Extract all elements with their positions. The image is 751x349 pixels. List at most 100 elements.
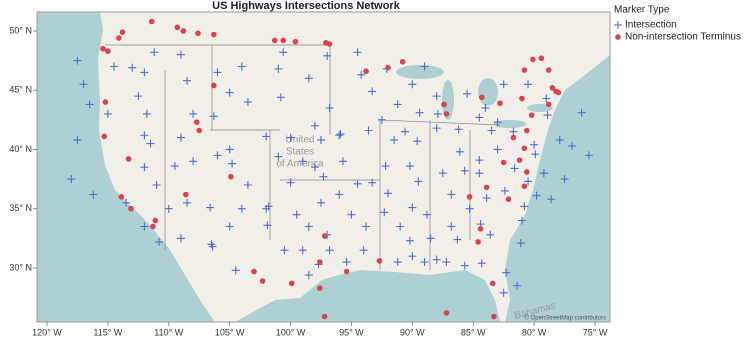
intersection-marker	[225, 222, 234, 231]
intersection-marker	[486, 230, 495, 239]
intersection-marker	[393, 100, 402, 109]
intersection-marker	[560, 175, 569, 184]
x-tick-label: 80° W	[522, 327, 547, 337]
intersection-marker	[368, 87, 377, 96]
intersection-marker	[276, 93, 285, 102]
intersection-marker	[243, 98, 252, 107]
terminus-marker	[316, 285, 323, 291]
intersection-marker	[499, 288, 508, 297]
intersection-marker	[447, 222, 456, 231]
intersection-marker	[532, 191, 541, 200]
intersection-marker	[243, 181, 252, 190]
terminus-marker	[271, 37, 278, 44]
intersection-marker	[170, 162, 179, 171]
intersection-marker	[405, 236, 414, 245]
intersection-marker	[152, 181, 161, 190]
intersection-marker	[109, 62, 118, 71]
intersection-marker	[280, 246, 289, 255]
intersection-marker	[453, 235, 462, 244]
y-tick-label: 45° N	[9, 85, 32, 95]
intersection-marker	[542, 94, 551, 103]
intersection-marker	[577, 108, 586, 117]
intersection-marker	[286, 133, 295, 142]
intersection-marker	[432, 124, 441, 133]
legend-label: Non-intersection Terminus	[625, 32, 741, 43]
intersection-marker	[516, 239, 525, 248]
intersection-marker	[442, 258, 451, 267]
intersection-marker	[359, 246, 368, 255]
intersection-marker	[209, 112, 218, 121]
terminus-marker	[521, 145, 528, 152]
terminus-marker	[125, 156, 132, 162]
intersection-marker	[89, 190, 98, 199]
intersection-marker	[475, 113, 484, 122]
intersection-marker	[475, 156, 484, 165]
intersection-marker	[213, 68, 222, 77]
intersection-marker	[539, 169, 548, 178]
country-label: States	[286, 147, 314, 158]
intersection-marker	[264, 202, 273, 211]
intersection-marker	[414, 177, 423, 186]
intersection-marker	[465, 204, 474, 213]
intersection-marker	[85, 100, 94, 109]
points	[67, 18, 593, 320]
terminus-marker	[376, 258, 383, 264]
terminus-marker	[475, 239, 481, 245]
intersection-marker	[390, 135, 399, 144]
intersection-marker	[584, 151, 593, 160]
x-tick-label: 95° W	[339, 327, 364, 337]
intersection-marker	[547, 195, 556, 204]
intersection-marker	[510, 164, 519, 173]
terminus-marker	[195, 30, 201, 37]
intersection-marker	[393, 258, 402, 267]
intersection-marker	[408, 203, 417, 212]
intersection-marker	[420, 62, 429, 71]
intersection-marker	[150, 48, 159, 57]
intersection-marker	[231, 266, 240, 275]
terminus-marker	[477, 226, 484, 232]
intersection-marker	[323, 51, 332, 60]
intersection-marker	[155, 237, 164, 246]
terminus-marker	[280, 37, 287, 44]
terminus-marker	[259, 278, 266, 284]
intersection-marker	[335, 131, 344, 140]
intersection-marker	[176, 50, 185, 59]
intersection-marker	[420, 258, 429, 267]
y-tick-label: 35° N	[9, 203, 32, 213]
terminus-marker	[500, 159, 507, 166]
legend-label: Intersection	[625, 20, 677, 31]
intersection-marker	[438, 169, 447, 178]
intersection-marker	[396, 222, 405, 231]
intersection-marker	[408, 252, 417, 261]
terminus-marker	[193, 119, 200, 126]
terminus-marker	[292, 38, 299, 45]
intersection-marker	[304, 271, 313, 280]
intersection-marker	[543, 111, 552, 120]
intersection-marker	[67, 175, 76, 184]
intersection-marker	[134, 92, 143, 101]
intersection-marker	[228, 159, 237, 168]
x-tick-label: 120° W	[32, 327, 62, 337]
intersection-marker	[524, 177, 533, 186]
intersection-marker	[164, 204, 173, 213]
terminus-marker	[505, 196, 512, 203]
intersection-marker	[298, 246, 307, 255]
terminus-marker	[152, 217, 159, 224]
terminus-marker	[148, 18, 155, 25]
intersection-marker	[319, 172, 328, 181]
terminus-marker	[326, 41, 333, 47]
terminus-marker	[211, 82, 217, 89]
intersection-marker	[310, 163, 319, 172]
intersection-marker	[298, 157, 307, 166]
intersection-marker	[336, 130, 345, 139]
intersection-marker	[128, 63, 137, 72]
terminus-marker	[478, 94, 485, 101]
intersection-marker	[460, 166, 469, 175]
intersection-marker	[381, 162, 390, 171]
terminus-marker	[443, 111, 450, 117]
intersection-marker	[304, 222, 313, 231]
intersection-marker	[353, 48, 362, 57]
intersection-marker	[189, 157, 198, 166]
intersection-marker	[338, 157, 347, 166]
intersection-marker	[335, 190, 344, 199]
